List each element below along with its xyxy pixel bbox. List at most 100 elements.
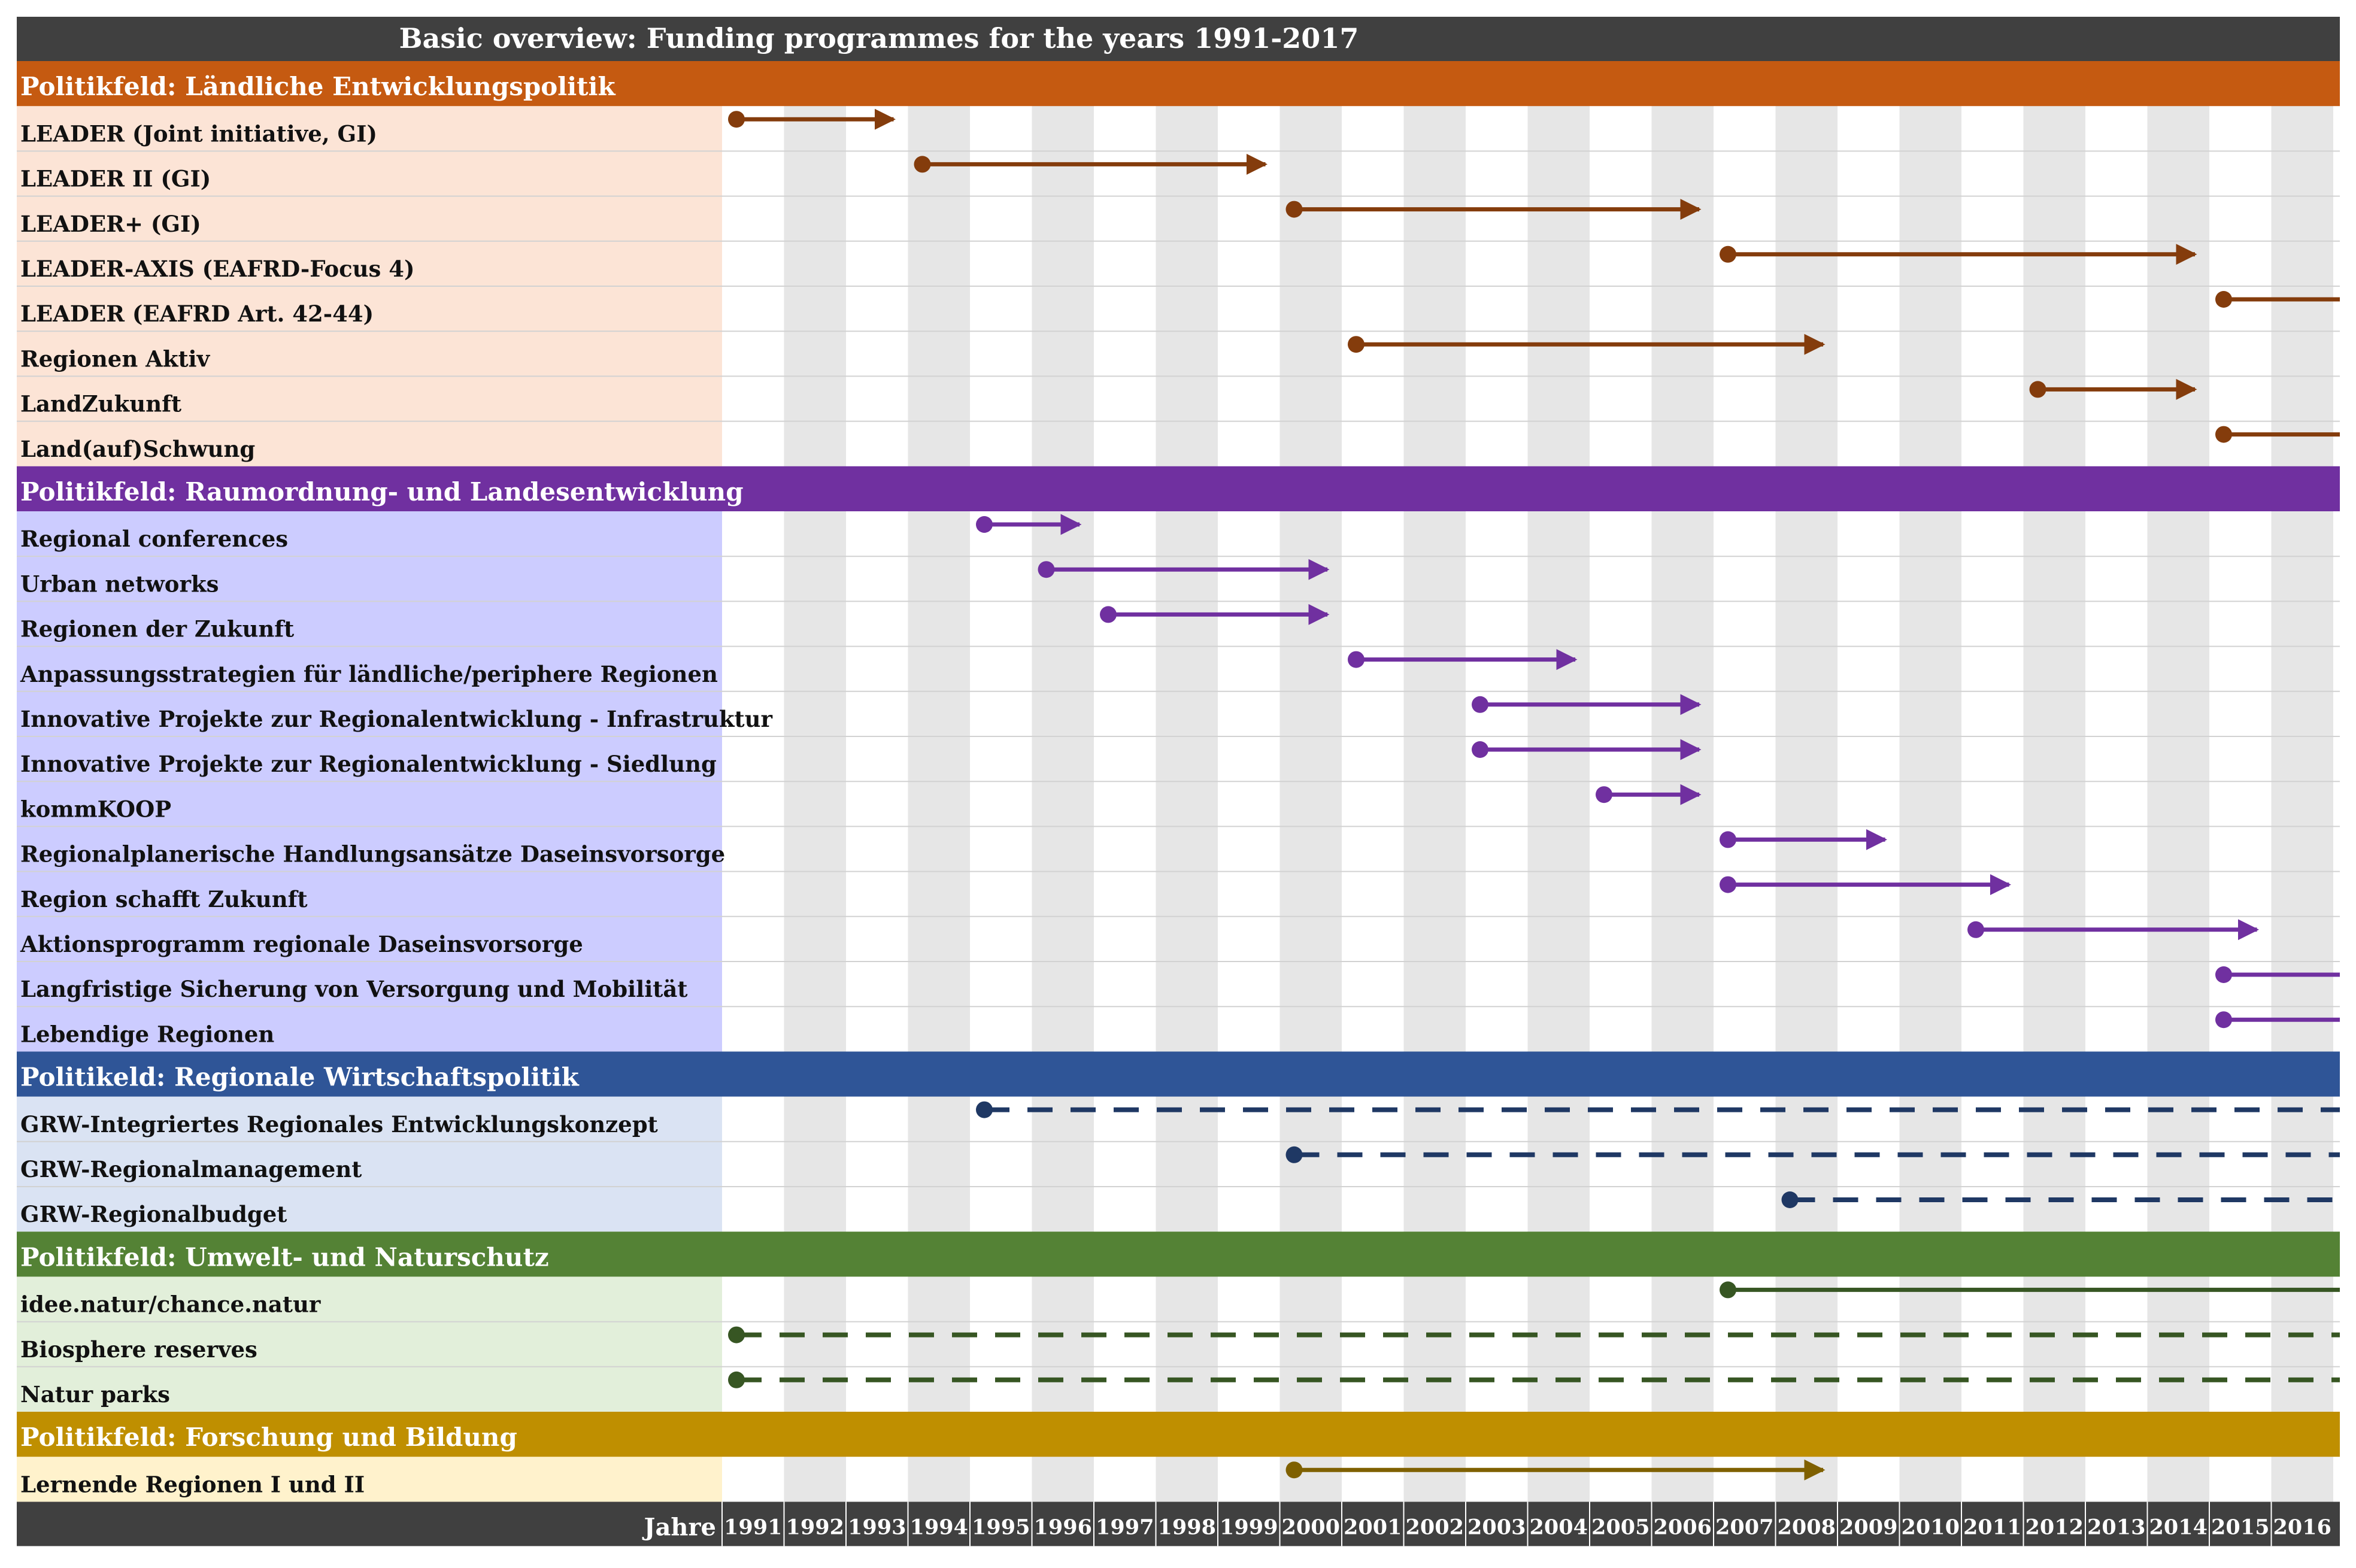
program-start-dot bbox=[1720, 1281, 1736, 1299]
year-tick-label: 2000 bbox=[1282, 1515, 1340, 1539]
program-start-dot bbox=[1720, 245, 1736, 263]
label-panel bbox=[17, 1276, 722, 1412]
year-tick-label: 2004 bbox=[1530, 1515, 1588, 1539]
year-tick-label: 2013 bbox=[2087, 1515, 2145, 1539]
program-start-dot bbox=[1038, 561, 1055, 578]
program-start-dot bbox=[2215, 426, 2232, 443]
row-label: Regionalplanerische Handlungsansätze Das… bbox=[20, 841, 725, 868]
year-tick-label: 2011 bbox=[1963, 1515, 2021, 1539]
chart-title: Basic overview: Funding programmes for t… bbox=[399, 22, 1359, 54]
row-label: Innovative Projekte zur Regionalentwickl… bbox=[20, 706, 773, 732]
year-tick-label: 2003 bbox=[1467, 1515, 1526, 1539]
program-start-dot bbox=[1285, 1461, 1303, 1479]
program-start-dot bbox=[1348, 651, 1365, 668]
x-axis-label: Jahre bbox=[642, 1513, 716, 1541]
category-label: Politikfeld: Forschung und Bildung bbox=[20, 1423, 517, 1452]
row-label: Lernende Regionen I und II bbox=[20, 1471, 365, 1497]
category-label: Politikfeld: Ländliche Entwicklungspolit… bbox=[20, 72, 616, 101]
background-layer bbox=[17, 61, 2340, 1546]
category-header bbox=[17, 61, 2340, 107]
program-start-dot bbox=[2215, 291, 2232, 308]
row-label: Regionen Aktiv bbox=[20, 345, 211, 372]
row-label: LEADER+ (GI) bbox=[20, 211, 201, 237]
program-start-dot bbox=[1781, 1191, 1799, 1208]
year-tick-label: 2014 bbox=[2149, 1515, 2208, 1539]
year-tick-label: 1994 bbox=[910, 1515, 968, 1539]
year-tick-label: 2002 bbox=[1406, 1515, 1464, 1539]
year-tick-label: 2005 bbox=[1591, 1515, 1649, 1539]
program-start-dot bbox=[1596, 786, 1612, 803]
year-axis-bar bbox=[17, 1502, 2340, 1546]
program-start-dot bbox=[1100, 606, 1117, 623]
year-tick-label: 2016 bbox=[2273, 1515, 2331, 1539]
row-label: GRW-Regionalmanagement bbox=[20, 1156, 362, 1182]
program-start-dot bbox=[2215, 966, 2232, 983]
bars-layer bbox=[728, 108, 2340, 1481]
row-label: Urban networks bbox=[20, 571, 219, 597]
row-label: LEADER (EAFRD Art. 42-44) bbox=[20, 301, 374, 327]
year-tick-label: 1992 bbox=[786, 1515, 844, 1539]
year-tick-label: 1997 bbox=[1096, 1515, 1154, 1539]
year-tick-label: 2006 bbox=[1654, 1515, 1712, 1539]
category-label: Politikfeld: Raumordnung- und Landesentw… bbox=[20, 477, 744, 507]
row-label: LEADER (Joint initiative, GI) bbox=[20, 120, 377, 147]
row-label: kommKOOP bbox=[20, 796, 171, 822]
row-label: Regional conferences bbox=[20, 526, 288, 552]
row-label: LandZukunft bbox=[20, 391, 181, 417]
year-tick-label: 1995 bbox=[972, 1515, 1030, 1539]
program-start-dot bbox=[1472, 741, 1488, 758]
category-label: Politikeld: Regionale Wirtschaftspolitik bbox=[20, 1063, 580, 1092]
program-start-dot bbox=[2029, 381, 2046, 398]
year-tick-label: 2008 bbox=[1778, 1515, 1836, 1539]
row-label: idee.natur/chance.natur bbox=[20, 1291, 321, 1318]
year-tick-label: 1996 bbox=[1034, 1515, 1092, 1539]
row-label: GRW-Integriertes Regionales Entwicklungs… bbox=[20, 1111, 658, 1138]
year-tick-label: 2015 bbox=[2211, 1515, 2269, 1539]
label-panel bbox=[17, 1096, 722, 1232]
category-header bbox=[17, 1232, 2340, 1277]
year-tick-label: 1999 bbox=[1220, 1515, 1278, 1539]
row-label: Langfristige Sicherung von Versorgung un… bbox=[20, 976, 687, 1002]
row-label: GRW-Regionalbudget bbox=[20, 1201, 287, 1227]
program-start-dot bbox=[914, 156, 931, 173]
program-start-dot bbox=[1348, 336, 1365, 353]
program-start-dot bbox=[1720, 876, 1736, 893]
year-tick-label: 2012 bbox=[2026, 1515, 2084, 1539]
program-start-dot bbox=[728, 111, 745, 128]
text-layer: Basic overview: Funding programmes for t… bbox=[17, 17, 2340, 1541]
row-label: Lebendige Regionen bbox=[20, 1021, 274, 1047]
label-panel bbox=[17, 1457, 722, 1502]
row-label: Region schafft Zukunft bbox=[20, 886, 308, 912]
year-tick-label: 1998 bbox=[1158, 1515, 1216, 1539]
program-start-dot bbox=[976, 1101, 993, 1118]
year-tick-label: 2007 bbox=[1715, 1515, 1773, 1539]
year-tick-label: 1991 bbox=[724, 1515, 782, 1539]
program-start-dot bbox=[1720, 831, 1736, 848]
row-label: Land(auf)Schwung bbox=[20, 436, 255, 462]
program-start-dot bbox=[1967, 921, 1984, 938]
program-start-dot bbox=[1285, 201, 1303, 218]
year-tick-label: 2009 bbox=[1839, 1515, 1897, 1539]
title-bar bbox=[17, 17, 2340, 61]
row-label: LEADER II (GI) bbox=[20, 166, 211, 192]
row-label: Natur parks bbox=[20, 1381, 170, 1408]
category-label: Politikfeld: Umwelt- und Naturschutz bbox=[20, 1242, 549, 1272]
program-start-dot bbox=[2215, 1011, 2232, 1029]
row-label: LEADER-AXIS (EAFRD-Focus 4) bbox=[20, 256, 415, 282]
program-start-dot bbox=[728, 1371, 745, 1388]
row-label: Anpassungsstrategien für ländliche/perip… bbox=[20, 661, 718, 687]
row-label: Biosphere reserves bbox=[20, 1336, 257, 1363]
program-start-dot bbox=[728, 1326, 745, 1343]
row-label: Regionen der Zukunft bbox=[20, 616, 294, 642]
program-start-dot bbox=[1285, 1146, 1303, 1163]
category-header bbox=[17, 466, 2340, 511]
category-header bbox=[17, 1412, 2340, 1457]
row-label: Aktionsprogramm regionale Daseinsvorsorg… bbox=[20, 931, 583, 957]
year-tick-label: 2001 bbox=[1344, 1515, 1402, 1539]
program-start-dot bbox=[1472, 696, 1488, 713]
year-tick-label: 1993 bbox=[848, 1515, 906, 1539]
category-header bbox=[17, 1051, 2340, 1097]
row-label: Innovative Projekte zur Regionalentwickl… bbox=[20, 751, 717, 777]
year-tick-label: 2010 bbox=[1902, 1515, 1960, 1539]
